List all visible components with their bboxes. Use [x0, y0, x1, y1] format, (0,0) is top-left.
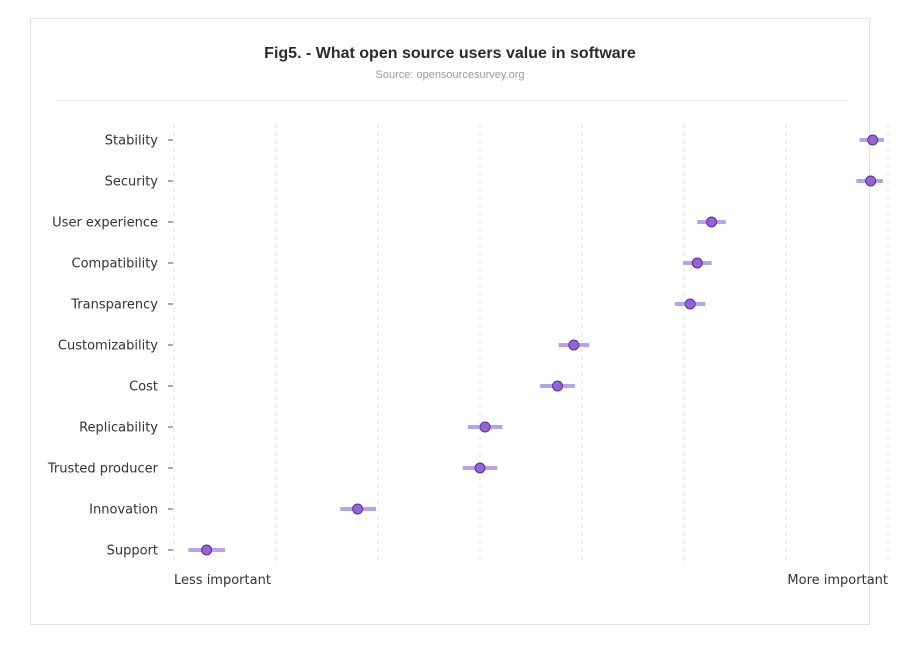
title-divider: [55, 100, 847, 101]
y-tick-label: Cost: [129, 380, 158, 395]
y-tick-label: Transparency: [70, 298, 158, 313]
y-tick-label: Customizability: [58, 339, 158, 354]
data-point: [352, 503, 364, 515]
data-point: [865, 175, 877, 187]
x-label-less-important: Less important: [174, 573, 271, 588]
y-axis-labels: Stability Security User experience Compatib…: [47, 134, 159, 559]
chart-subtitle: Source: opensourcesurvey.org: [375, 69, 525, 81]
data-point: [568, 339, 580, 351]
data-points: [201, 134, 879, 556]
y-tick-label: Support: [107, 544, 158, 559]
data-point: [474, 462, 486, 474]
y-tick-label: Trusted producer: [47, 462, 159, 477]
chart-title: Fig5. - What open source users value in …: [264, 45, 636, 62]
error-bars: [188, 138, 884, 552]
y-tick-label: Compatibility: [72, 257, 159, 272]
y-tick-label: Replicability: [79, 421, 158, 436]
y-tick-label: Innovation: [89, 503, 158, 518]
x-label-more-important: More important: [787, 573, 888, 588]
grid-lines: [173, 124, 889, 566]
data-point: [691, 257, 703, 269]
data-point: [867, 134, 879, 146]
y-tick-label: User experience: [52, 216, 158, 231]
chart-card: Fig5. - What open source users value in …: [30, 18, 870, 625]
y-axis-ticks: [168, 139, 173, 551]
data-point: [479, 421, 491, 433]
data-point: [706, 216, 718, 228]
y-tick-label: Security: [105, 175, 159, 190]
data-point: [201, 544, 213, 556]
y-tick-label: Stability: [105, 134, 159, 149]
data-point: [684, 298, 696, 310]
x-axis-labels: Less important More important: [174, 573, 888, 588]
data-point: [552, 380, 564, 392]
